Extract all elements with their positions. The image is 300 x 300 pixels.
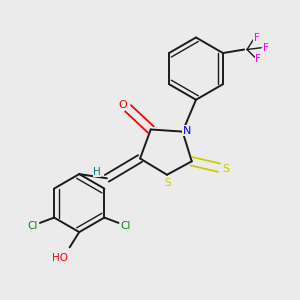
Text: H: H <box>93 167 101 177</box>
Text: Cl: Cl <box>120 221 131 231</box>
Text: S: S <box>165 178 171 188</box>
Text: F: F <box>254 33 260 43</box>
Text: S: S <box>222 164 229 174</box>
Text: O: O <box>118 100 127 110</box>
Text: F: F <box>263 43 269 53</box>
Text: Cl: Cl <box>28 221 38 231</box>
Text: N: N <box>183 125 191 136</box>
Text: HO: HO <box>52 253 68 263</box>
Text: F: F <box>255 54 261 64</box>
